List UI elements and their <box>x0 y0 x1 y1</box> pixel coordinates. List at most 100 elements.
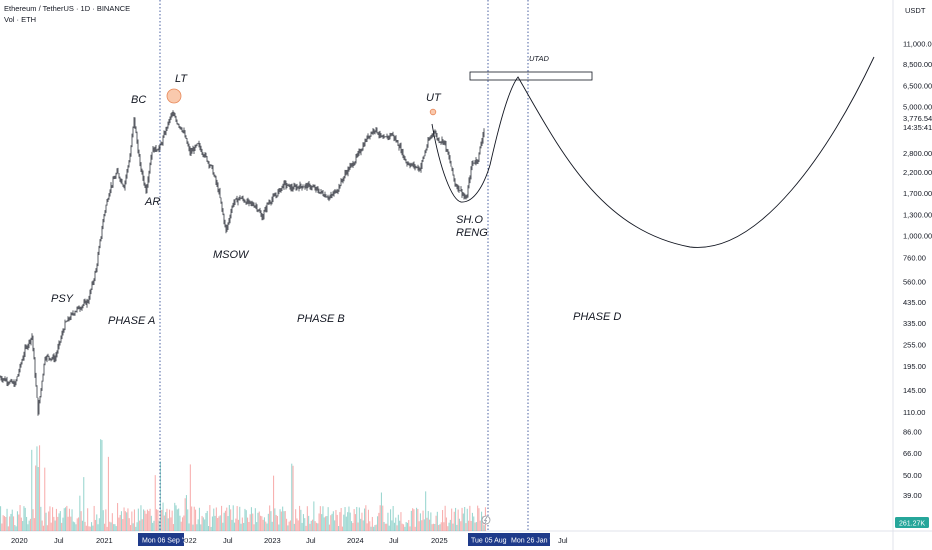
volume-bar <box>422 510 424 531</box>
volume-bar <box>2 515 4 531</box>
volume-bar <box>284 511 286 531</box>
volume-bar <box>367 509 369 531</box>
volume-bar <box>300 509 302 531</box>
volume-bar <box>460 521 462 531</box>
volume-bar <box>445 517 447 531</box>
volume-bar <box>291 463 293 531</box>
volume-bar <box>358 507 360 531</box>
volume-bar <box>315 522 317 531</box>
volume-bar <box>19 505 21 531</box>
utad-box[interactable] <box>469 71 593 81</box>
volume-bar <box>410 510 412 531</box>
volume-bar <box>302 514 304 531</box>
volume-bar <box>417 508 419 531</box>
volume-bar <box>70 516 72 531</box>
volume-label: Vol · ETH <box>4 15 37 24</box>
phase-d-label: PHASE D <box>573 311 621 323</box>
volume-bar <box>339 512 341 531</box>
volume-bar <box>185 495 187 531</box>
currency-label: USDT <box>905 6 926 15</box>
volume-bar <box>326 516 328 531</box>
volume-bar <box>416 507 418 531</box>
volume-bar <box>369 521 371 531</box>
volume-bar <box>412 508 414 531</box>
volume-bar <box>52 507 54 531</box>
volume-bar <box>208 525 210 531</box>
volume-bar <box>464 506 466 531</box>
volume-bar <box>435 515 437 531</box>
volume-bar <box>39 445 41 531</box>
volume-bar <box>360 518 362 531</box>
volume-bar <box>479 520 481 531</box>
volume-bar <box>301 522 303 531</box>
volume-badge-value: 261.27K <box>899 521 925 528</box>
volume-bar <box>378 512 380 531</box>
volume-bar <box>404 526 406 531</box>
volume-bar <box>124 511 126 531</box>
volume-bar <box>163 515 165 531</box>
volume-bar <box>447 526 449 531</box>
volume-bar <box>419 513 421 531</box>
lt-circle <box>166 88 182 104</box>
volume-bar <box>421 520 423 531</box>
ut-circle <box>429 108 437 116</box>
price-tick-label: 50.00 <box>903 471 922 480</box>
volume-bar <box>354 514 356 531</box>
volume-bar <box>387 512 389 531</box>
volume-bar <box>377 516 379 531</box>
volume-bar <box>146 509 148 531</box>
volume-bar <box>469 505 471 531</box>
price-tick-label: 8,500.00 <box>903 60 932 69</box>
volume-bar <box>395 517 397 531</box>
volume-bar <box>319 506 321 531</box>
event-marker-icon[interactable] <box>481 515 491 525</box>
price-tick-label: 435.00 <box>903 298 926 307</box>
volume-bar <box>5 516 7 531</box>
volume-bar <box>213 508 215 531</box>
volume-bar <box>226 507 228 531</box>
volume-bar <box>111 513 113 531</box>
volume-bar <box>109 521 111 531</box>
volume-bar <box>357 522 359 531</box>
volume-bar <box>323 517 325 531</box>
volume-bar <box>198 507 200 531</box>
price-tick-label: 110.00 <box>903 408 925 417</box>
volume-bar <box>118 517 120 531</box>
volume-bar <box>106 526 108 531</box>
volume-bar <box>131 511 133 531</box>
volume-bar <box>120 511 122 531</box>
volume-bar <box>180 521 182 531</box>
price-tick-label: 66.00 <box>903 449 922 458</box>
volume-bar <box>13 516 15 531</box>
price-axis-pane[interactable] <box>893 0 932 550</box>
psy-label: PSY <box>51 293 74 305</box>
volume-bar <box>266 523 268 531</box>
volume-bar <box>66 505 68 531</box>
volume-bar <box>105 509 107 531</box>
volume-bar <box>361 512 363 531</box>
volume-bar <box>179 515 181 531</box>
volume-bar <box>224 510 226 531</box>
time-tick-label: 2022 <box>180 536 197 545</box>
volume-bar <box>260 515 262 531</box>
volume-bar <box>62 517 64 531</box>
volume-bar <box>413 509 415 531</box>
volume-bar <box>443 522 445 531</box>
countdown: 14:35:41 <box>903 123 932 132</box>
volume-bar <box>80 511 82 531</box>
volume-bar <box>317 523 319 531</box>
time-tick-label: 2023 <box>264 536 281 545</box>
volume-bar <box>453 511 455 531</box>
price-tick-label: 11,000.00 <box>903 39 932 48</box>
volume-bar <box>122 519 124 531</box>
volume-bar <box>308 515 310 531</box>
volume-bar <box>477 505 479 531</box>
volume-bar <box>41 520 43 531</box>
volume-bar <box>153 520 155 531</box>
volume-bar <box>474 522 476 531</box>
volume-bar <box>405 522 407 531</box>
volume-bar <box>340 508 342 531</box>
volume-bar <box>89 526 91 531</box>
volume-bar <box>182 517 184 531</box>
